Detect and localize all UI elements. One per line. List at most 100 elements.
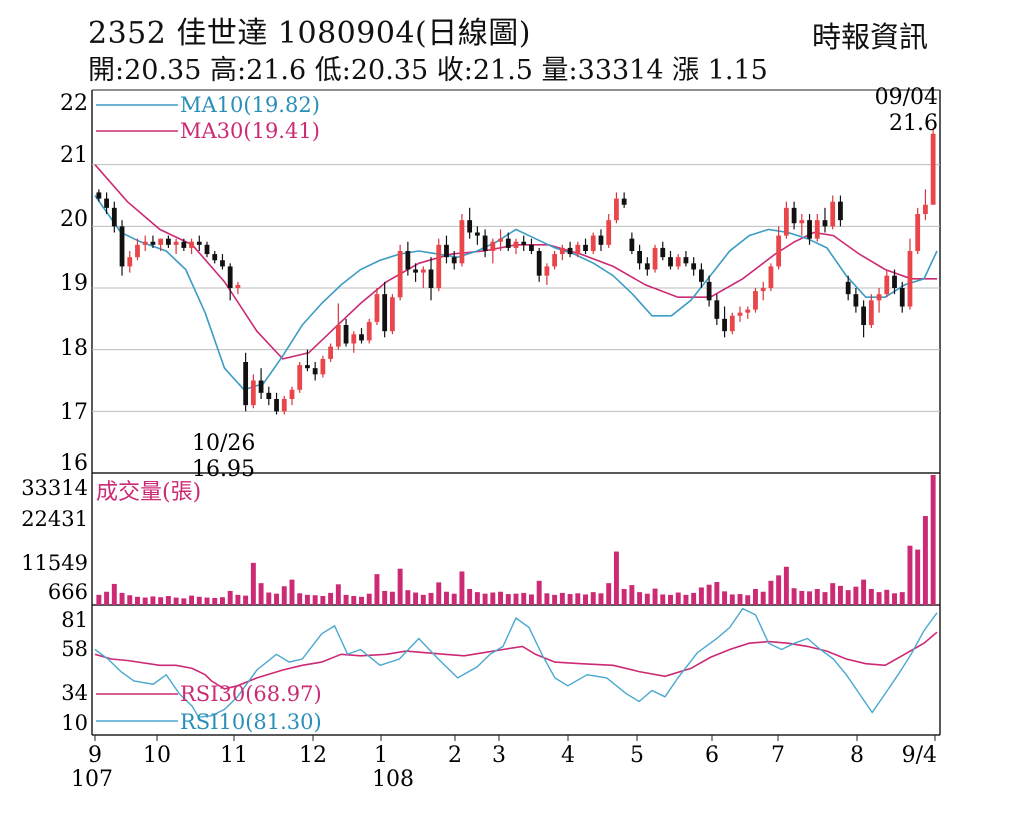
candle-body	[776, 235, 782, 267]
volume-bar	[776, 575, 782, 605]
volume-bar	[675, 592, 681, 605]
volume-bar	[868, 589, 874, 605]
volume-bar	[173, 597, 179, 605]
candle	[722, 306, 727, 338]
candle-body	[312, 368, 318, 375]
ma10-legend-label: MA10(19.82)	[180, 93, 320, 117]
candle-body	[884, 275, 890, 295]
volume-bar	[575, 593, 581, 605]
candle	[281, 395, 287, 415]
y-tick-label: 22	[60, 91, 88, 116]
high-annotation-date: 09/04	[875, 85, 938, 110]
candle	[451, 251, 457, 270]
candle-body	[351, 334, 357, 344]
candle-body	[467, 220, 473, 233]
volume-bar	[930, 475, 936, 605]
volume-bar	[366, 593, 372, 605]
candle-body	[513, 241, 519, 248]
candle-body	[907, 251, 913, 307]
candle	[598, 229, 604, 251]
volume-bar	[181, 598, 187, 605]
volume-bar	[312, 595, 318, 605]
candle-body	[783, 207, 789, 236]
candle-body	[196, 241, 202, 245]
volume-bar	[219, 597, 225, 605]
volume-bar	[513, 593, 519, 605]
volume-bar	[135, 596, 140, 605]
candle	[559, 244, 565, 261]
volume-bar	[745, 595, 751, 605]
candle	[212, 251, 218, 264]
high-annotation: 09/04 21.6	[875, 85, 938, 136]
candle-body	[135, 244, 140, 258]
volume-bar	[629, 585, 635, 605]
candle	[189, 238, 194, 255]
candle	[683, 251, 689, 267]
candle-body	[173, 241, 179, 245]
candle	[853, 288, 859, 313]
candle	[783, 201, 789, 239]
candle-body	[405, 251, 411, 270]
candle	[884, 269, 890, 298]
candle-body	[892, 275, 897, 288]
volume-bar	[567, 594, 573, 605]
low-annotation: 10/26 16.95	[192, 431, 255, 482]
candle	[799, 214, 805, 236]
candle-body	[706, 281, 712, 301]
candle	[776, 226, 782, 270]
candle-body	[830, 201, 836, 227]
candle-body	[235, 284, 241, 288]
candle-body	[111, 207, 117, 227]
volume-bar	[861, 579, 867, 605]
volume-bar	[668, 594, 673, 605]
chart-title: 2352 佳世達 1080904(日線圖)	[88, 16, 531, 51]
volume-y-axis: 33314 22431 11549 666	[21, 476, 88, 604]
candle	[830, 195, 836, 230]
volume-bar	[899, 592, 905, 605]
candle-body	[482, 235, 488, 251]
y-tick-label: 17	[60, 400, 88, 425]
candle-body	[451, 257, 457, 264]
volume-bar	[590, 592, 596, 605]
candle-body	[876, 294, 882, 301]
candle-body	[614, 198, 619, 221]
candle-body	[374, 294, 380, 322]
volume-bar	[714, 581, 720, 605]
candle	[196, 235, 202, 251]
y-tick-label: 33314	[21, 476, 88, 500]
candle	[529, 238, 534, 255]
candle	[158, 238, 164, 251]
candle	[320, 355, 326, 378]
candle	[706, 275, 712, 307]
volume-bar	[351, 596, 357, 605]
candle	[119, 220, 125, 276]
ohlc-summary: 開:20.35 高:21.6 低:20.35 收:21.5 量:33314 漲 …	[88, 55, 768, 86]
candle	[428, 257, 434, 301]
x-tick-label: 2	[448, 743, 462, 768]
volume-bar	[204, 597, 210, 605]
volume-bar	[158, 597, 164, 605]
candle-body	[397, 251, 403, 298]
candle	[135, 238, 140, 261]
candle	[274, 392, 279, 415]
candle-body	[822, 220, 828, 227]
y-tick-label: 11549	[21, 551, 88, 575]
candle	[791, 201, 797, 230]
volume-bar	[436, 582, 442, 605]
volume-bar	[814, 589, 820, 605]
x-tick-label: 4	[561, 743, 575, 768]
candle	[760, 281, 766, 301]
volume-bar	[235, 594, 241, 605]
candle-body	[413, 269, 418, 273]
candle	[227, 263, 233, 301]
volume-bar	[196, 596, 202, 605]
candle-body	[583, 244, 588, 251]
volume-bar	[698, 587, 704, 605]
candle-body	[722, 318, 727, 332]
volume-bar	[297, 593, 303, 605]
candle	[490, 238, 496, 264]
volume-bar	[683, 594, 689, 605]
candle	[150, 235, 156, 248]
volume-bar	[907, 545, 913, 605]
